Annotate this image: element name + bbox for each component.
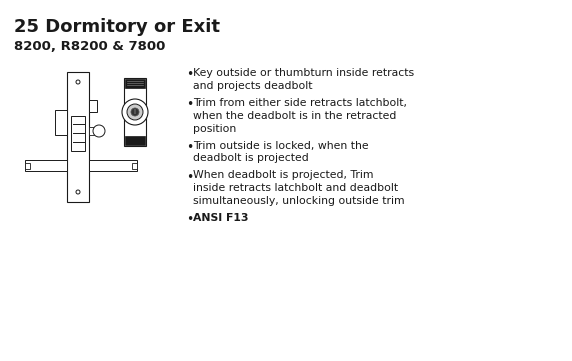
Circle shape	[122, 99, 148, 125]
Text: •: •	[186, 140, 193, 153]
Bar	[67, 72, 89, 202]
Text: •: •	[186, 170, 193, 183]
Bar	[89, 160, 137, 171]
Bar	[89, 127, 94, 135]
Text: ANSI F13: ANSI F13	[193, 213, 248, 223]
Bar	[89, 100, 97, 112]
Text: 25 Dormitory or Exit: 25 Dormitory or Exit	[14, 18, 220, 36]
Text: Trim from either side retracts latchbolt,
when the deadbolt is in the retracted
: Trim from either side retracts latchbolt…	[193, 98, 407, 134]
Text: When deadbolt is projected, Trim
inside retracts latchbolt and deadbolt
simultan: When deadbolt is projected, Trim inside …	[193, 170, 404, 206]
Circle shape	[93, 125, 105, 137]
Bar	[124, 78, 146, 146]
Bar	[132, 162, 137, 169]
Text: 8200, R8200 & 7800: 8200, R8200 & 7800	[14, 40, 165, 53]
Bar	[25, 160, 67, 171]
Circle shape	[76, 190, 80, 194]
Bar	[55, 110, 67, 135]
Bar	[134, 109, 136, 113]
Text: Key outside or thumbturn inside retracts
and projects deadbolt: Key outside or thumbturn inside retracts…	[193, 68, 414, 91]
Text: •: •	[186, 213, 193, 226]
Circle shape	[76, 80, 80, 84]
Bar	[25, 162, 30, 169]
Text: •: •	[186, 68, 193, 81]
Bar	[71, 116, 85, 151]
Bar	[125, 79, 145, 88]
Circle shape	[127, 104, 143, 120]
Circle shape	[131, 108, 139, 116]
Text: •: •	[186, 98, 193, 111]
Text: Trim outside is locked, when the
deadbolt is projected: Trim outside is locked, when the deadbol…	[193, 140, 368, 163]
Bar	[125, 136, 145, 145]
